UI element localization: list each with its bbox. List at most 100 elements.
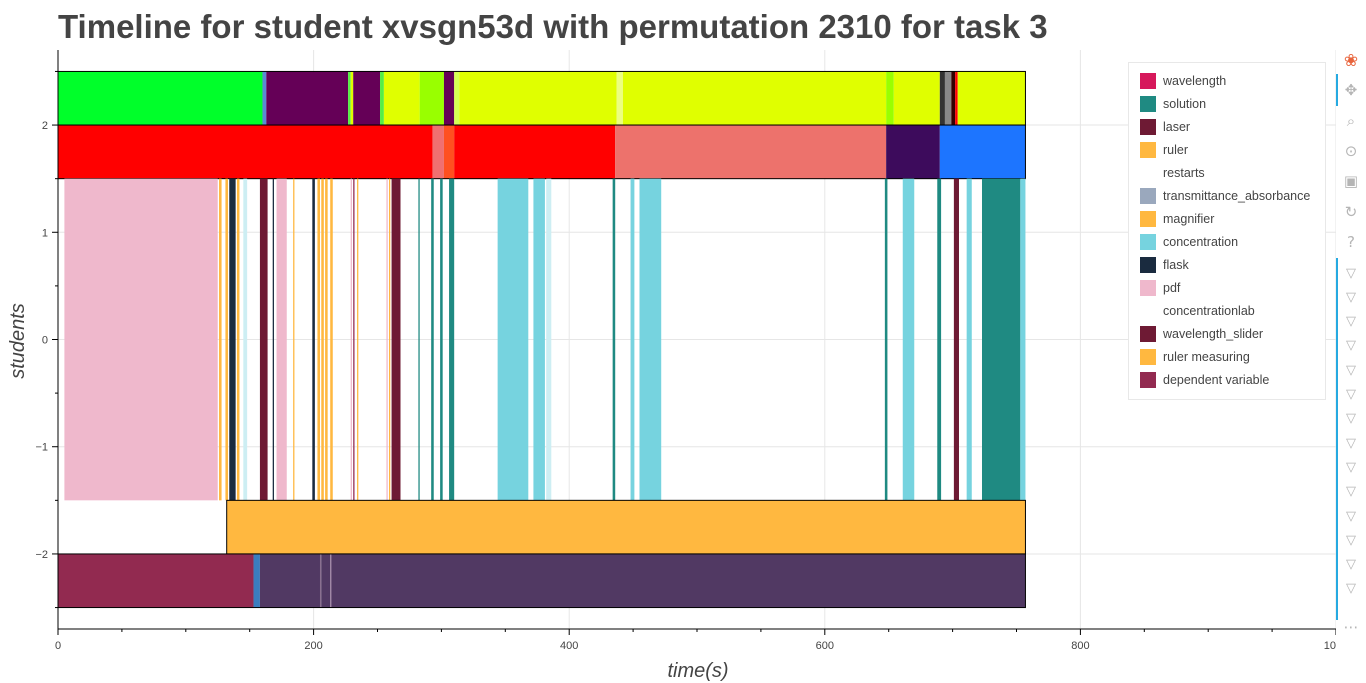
hover-tool-icon[interactable]: ▽ — [1346, 265, 1356, 281]
timeline-segment[interactable] — [229, 178, 236, 501]
timeline-segment[interactable] — [431, 178, 434, 501]
timeline-segment[interactable] — [272, 178, 274, 501]
timeline-segment[interactable] — [386, 178, 388, 501]
timeline-segment[interactable] — [884, 178, 888, 501]
timeline-segment[interactable] — [380, 71, 384, 126]
timeline-segment[interactable] — [419, 71, 444, 126]
legend-item[interactable]: flask — [1140, 256, 1189, 274]
timeline-segment[interactable] — [449, 178, 455, 501]
timeline-segment[interactable] — [276, 178, 287, 501]
timeline-segment[interactable] — [321, 553, 331, 608]
timeline-segment[interactable] — [236, 178, 240, 501]
legend-item[interactable]: wavelength_slider — [1140, 325, 1263, 343]
hover-tool-icon[interactable]: ▽ — [1346, 508, 1356, 524]
timeline-segment[interactable] — [317, 178, 320, 501]
timeline-segment[interactable] — [353, 178, 355, 501]
timeline-segment[interactable] — [325, 178, 328, 501]
timeline-segment[interactable] — [321, 178, 324, 501]
timeline-segment[interactable] — [454, 125, 616, 179]
hover-tool-icon[interactable]: ▽ — [1346, 362, 1356, 378]
timeline-segment[interactable] — [497, 178, 529, 501]
legend-item[interactable]: ruler — [1140, 141, 1188, 159]
timeline-segment[interactable] — [58, 125, 433, 179]
timeline-segment[interactable] — [966, 178, 972, 501]
timeline-segment[interactable] — [348, 71, 351, 126]
legend-item[interactable]: dependent variable — [1140, 371, 1269, 389]
timeline-segment[interactable] — [319, 553, 322, 608]
timeline-segment[interactable] — [951, 71, 956, 126]
timeline-chart[interactable]: 0 200 400 600 800 1000 2 1 0 −1 −2 time(s) student… — [0, 0, 1336, 683]
timeline-segment[interactable] — [939, 71, 945, 126]
hover-tool-icon[interactable]: ▽ — [1346, 314, 1356, 330]
timeline-segment[interactable] — [243, 178, 248, 501]
timeline-segment[interactable] — [259, 178, 268, 501]
timeline-segment[interactable] — [58, 71, 263, 126]
timeline-segment[interactable] — [546, 178, 552, 501]
timeline-segment[interactable] — [331, 553, 1026, 608]
reset-icon[interactable]: ↻ — [1344, 203, 1358, 221]
timeline-segment[interactable] — [391, 178, 401, 501]
legend-item[interactable]: concentrationlab — [1140, 302, 1255, 320]
save-icon[interactable]: ▣ — [1343, 172, 1359, 190]
timeline-segment[interactable] — [622, 71, 887, 126]
hover-tool-icon[interactable]: ▽ — [1346, 338, 1356, 354]
hover-tool-icon[interactable]: ▽ — [1346, 387, 1356, 402]
timeline-segment[interactable] — [350, 71, 354, 126]
legend-item[interactable]: transmittance_absorbance — [1140, 187, 1310, 205]
hover-tool-icon[interactable]: ▽ — [1346, 289, 1356, 305]
timeline-segment[interactable] — [955, 71, 958, 126]
timeline-segment[interactable] — [630, 178, 635, 501]
hover-tool-icon[interactable]: ▽ — [1346, 532, 1356, 548]
timeline-segment[interactable] — [893, 71, 940, 126]
timeline-segment[interactable] — [886, 71, 894, 126]
timeline-segment[interactable] — [259, 553, 320, 608]
more-tools-icon[interactable]: ⋯ — [1343, 618, 1359, 636]
hover-tool-icon[interactable]: ▽ — [1346, 557, 1356, 573]
timeline-segment[interactable] — [616, 71, 623, 126]
hover-tool-icon[interactable]: ▽ — [1346, 459, 1356, 475]
help-icon[interactable]: ? — [1347, 233, 1355, 251]
hover-tool-icon[interactable]: ▽ — [1346, 484, 1356, 500]
legend-item[interactable]: restarts — [1140, 164, 1205, 182]
timeline-segment[interactable] — [612, 178, 616, 501]
timeline-segment[interactable] — [226, 500, 1026, 554]
timeline-segment[interactable] — [443, 71, 455, 126]
timeline-segment[interactable] — [937, 178, 942, 501]
timeline-segment[interactable] — [357, 178, 359, 501]
wheel-zoom-icon[interactable]: ⊙ — [1344, 142, 1358, 160]
timeline-segment[interactable] — [886, 125, 940, 179]
timeline-segment[interactable] — [330, 178, 333, 501]
timeline-segment[interactable] — [293, 178, 295, 501]
legend-item[interactable]: wavelength — [1140, 72, 1226, 90]
timeline-segment[interactable] — [350, 178, 352, 501]
timeline-segment[interactable] — [454, 71, 460, 126]
timeline-segment[interactable] — [953, 178, 959, 501]
hover-tool-icon[interactable]: ▽ — [1346, 581, 1356, 597]
timeline-segment[interactable] — [262, 71, 267, 126]
box-zoom-icon[interactable]: ⌕ — [1346, 112, 1356, 130]
legend-item[interactable]: laser — [1140, 118, 1190, 136]
timeline-segment[interactable] — [443, 125, 455, 179]
timeline-segment[interactable] — [383, 71, 420, 126]
legend-item[interactable]: magnifier — [1140, 210, 1214, 228]
timeline-segment[interactable] — [418, 178, 420, 501]
timeline-segment[interactable] — [440, 178, 443, 501]
timeline-segment[interactable] — [639, 178, 662, 501]
timeline-segment[interactable] — [459, 71, 617, 126]
timeline-segment[interactable] — [253, 553, 260, 608]
legend-item[interactable]: pdf — [1140, 279, 1180, 297]
legend-item[interactable]: ruler measuring — [1140, 348, 1250, 366]
timeline-segment[interactable] — [902, 178, 915, 501]
hover-tool-icon[interactable]: ▽ — [1346, 411, 1356, 427]
hover-tool-icon[interactable]: ▽ — [1346, 435, 1356, 451]
timeline-segment[interactable] — [353, 71, 381, 126]
timeline-segment[interactable] — [533, 178, 545, 501]
timeline-segment[interactable] — [389, 178, 391, 501]
timeline-segment[interactable] — [944, 71, 952, 126]
timeline-segment[interactable] — [58, 553, 254, 608]
timeline-segment[interactable] — [64, 178, 218, 501]
timeline-segment[interactable] — [1020, 178, 1026, 501]
timeline-segment[interactable] — [225, 178, 228, 501]
timeline-segment[interactable] — [312, 178, 315, 501]
timeline-segment[interactable] — [615, 125, 887, 179]
